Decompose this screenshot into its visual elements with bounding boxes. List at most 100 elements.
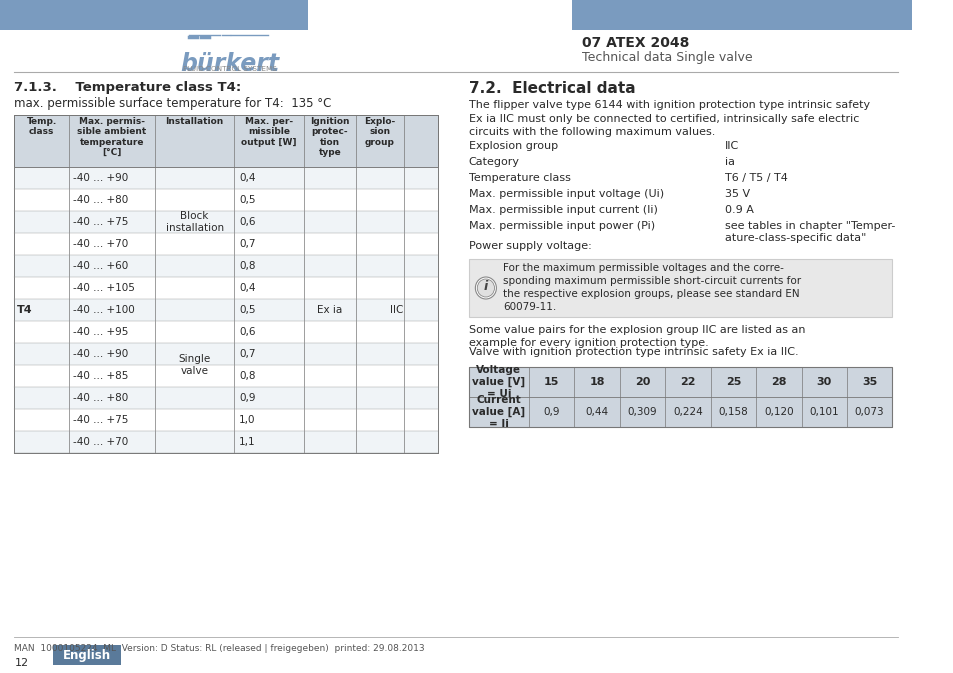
FancyBboxPatch shape: [14, 211, 437, 233]
Text: Valve with ignition protection type intrinsic safety Ex ia IIC.: Valve with ignition protection type intr…: [468, 347, 798, 357]
Text: 0,7: 0,7: [239, 349, 255, 359]
Text: 0,5: 0,5: [239, 305, 255, 315]
FancyBboxPatch shape: [14, 299, 437, 321]
FancyBboxPatch shape: [14, 409, 437, 431]
Text: 15: 15: [543, 377, 558, 387]
Text: English: English: [63, 649, 111, 662]
Text: Max. permissible input power (Pi): Max. permissible input power (Pi): [468, 221, 654, 231]
Text: Power supply voltage:: Power supply voltage:: [468, 241, 591, 251]
FancyBboxPatch shape: [14, 343, 437, 365]
Text: 0.9 A: 0.9 A: [724, 205, 753, 215]
Text: 0,224: 0,224: [673, 407, 702, 417]
Text: bürkert: bürkert: [180, 52, 279, 76]
Text: 0,6: 0,6: [239, 327, 255, 337]
Text: 0,101: 0,101: [808, 407, 839, 417]
Text: 12: 12: [14, 658, 29, 668]
FancyBboxPatch shape: [52, 645, 121, 665]
Text: 0,158: 0,158: [718, 407, 747, 417]
Circle shape: [476, 279, 494, 297]
FancyBboxPatch shape: [14, 431, 437, 453]
Text: T6 / T5 / T4: T6 / T5 / T4: [724, 173, 787, 183]
Text: Max. per-
missible
output [W]: Max. per- missible output [W]: [241, 117, 296, 147]
Text: Voltage
value [V]
= Ui: Voltage value [V] = Ui: [472, 365, 525, 398]
Text: -40 ... +90: -40 ... +90: [72, 173, 128, 183]
Text: IIC: IIC: [724, 141, 739, 151]
Text: -40 ... +85: -40 ... +85: [72, 371, 128, 381]
Text: 0,4: 0,4: [239, 173, 255, 183]
Text: Block
installation: Block installation: [166, 211, 223, 233]
Text: Max. permis-
sible ambient
temperature
[°C]: Max. permis- sible ambient temperature […: [77, 117, 147, 157]
Text: T4: T4: [17, 305, 32, 315]
Text: Max. permissible input voltage (Ui): Max. permissible input voltage (Ui): [468, 189, 663, 199]
Text: Max. permissible input current (Ii): Max. permissible input current (Ii): [468, 205, 657, 215]
Text: Ignition
protec-
tion
type: Ignition protec- tion type: [310, 117, 350, 157]
Text: 25: 25: [725, 377, 740, 387]
Text: The flipper valve type 6144 with ignition protection type intrinsic safety
Ex ia: The flipper valve type 6144 with ignitio…: [468, 100, 869, 137]
Text: -40 ... +90: -40 ... +90: [72, 349, 128, 359]
Text: -40 ... +80: -40 ... +80: [72, 393, 128, 403]
Text: Current
value [A]
= Ii: Current value [A] = Ii: [472, 395, 525, 429]
FancyBboxPatch shape: [14, 277, 437, 299]
Text: -40 ... +70: -40 ... +70: [72, 239, 128, 249]
Text: 0,8: 0,8: [239, 261, 255, 271]
Text: Ex ia: Ex ia: [317, 305, 342, 315]
Text: 0,309: 0,309: [627, 407, 657, 417]
Text: see tables in chapter "Temper-
ature-class-specific data": see tables in chapter "Temper- ature-cla…: [724, 221, 895, 242]
FancyBboxPatch shape: [14, 189, 437, 211]
FancyBboxPatch shape: [468, 367, 891, 397]
Text: 0,4: 0,4: [239, 283, 255, 293]
Text: 18: 18: [589, 377, 604, 387]
Text: IIC: IIC: [390, 305, 403, 315]
FancyBboxPatch shape: [14, 167, 437, 189]
Text: FLUID CONTROL SYSTEMS: FLUID CONTROL SYSTEMS: [182, 66, 276, 72]
Text: i: i: [483, 281, 488, 293]
Text: Explo-
sion
group: Explo- sion group: [364, 117, 395, 147]
Text: 07 ATEX 2048: 07 ATEX 2048: [581, 36, 688, 50]
FancyBboxPatch shape: [572, 0, 911, 30]
Text: 20: 20: [634, 377, 650, 387]
Text: -40 ... +80: -40 ... +80: [72, 195, 128, 205]
Text: ia: ia: [724, 157, 734, 167]
Text: 0,9: 0,9: [239, 393, 255, 403]
Text: 1,1: 1,1: [239, 437, 255, 447]
Text: 0,7: 0,7: [239, 239, 255, 249]
Text: 7.2.  Electrical data: 7.2. Electrical data: [468, 81, 635, 96]
Text: -40 ... +70: -40 ... +70: [72, 437, 128, 447]
Text: Installation: Installation: [165, 117, 224, 126]
Text: 7.1.3.    Temperature class T4:: 7.1.3. Temperature class T4:: [14, 81, 241, 94]
Text: 0,073: 0,073: [854, 407, 883, 417]
Text: Technical data Single valve: Technical data Single valve: [581, 51, 751, 64]
FancyBboxPatch shape: [14, 115, 437, 167]
Text: Temperature class: Temperature class: [468, 173, 570, 183]
Text: Single
valve: Single valve: [178, 354, 211, 376]
Text: 35 V: 35 V: [724, 189, 749, 199]
Text: 35: 35: [862, 377, 877, 387]
Text: max. permissible surface temperature for T4:  135 °C: max. permissible surface temperature for…: [14, 97, 332, 110]
Text: 22: 22: [679, 377, 695, 387]
Text: 0,44: 0,44: [585, 407, 608, 417]
Text: 28: 28: [770, 377, 785, 387]
Text: -40 ... +95: -40 ... +95: [72, 327, 128, 337]
Text: Category: Category: [468, 157, 519, 167]
Text: MAN  1000105224  ML  Version: D Status: RL (released | freigegeben)  printed: 29: MAN 1000105224 ML Version: D Status: RL …: [14, 644, 424, 653]
Text: -40 ... +105: -40 ... +105: [72, 283, 134, 293]
FancyBboxPatch shape: [0, 0, 308, 30]
Text: Temp.
class: Temp. class: [27, 117, 56, 137]
FancyBboxPatch shape: [14, 233, 437, 255]
Text: Some value pairs for the explosion group IIC are listed as an
example for every : Some value pairs for the explosion group…: [468, 325, 804, 348]
Text: For the maximum permissible voltages and the corre-
sponding maximum permissible: For the maximum permissible voltages and…: [502, 263, 801, 312]
Text: 0,9: 0,9: [543, 407, 559, 417]
Text: Explosion group: Explosion group: [468, 141, 558, 151]
Text: 0,6: 0,6: [239, 217, 255, 227]
FancyBboxPatch shape: [14, 365, 437, 387]
Text: -40 ... +75: -40 ... +75: [72, 217, 128, 227]
Text: 0,8: 0,8: [239, 371, 255, 381]
Text: -40 ... +100: -40 ... +100: [72, 305, 134, 315]
Text: 1,0: 1,0: [239, 415, 255, 425]
Text: 0,5: 0,5: [239, 195, 255, 205]
Text: -40 ... +75: -40 ... +75: [72, 415, 128, 425]
FancyBboxPatch shape: [468, 397, 891, 427]
Text: -40 ... +60: -40 ... +60: [72, 261, 128, 271]
Text: 0,120: 0,120: [763, 407, 793, 417]
FancyBboxPatch shape: [14, 255, 437, 277]
